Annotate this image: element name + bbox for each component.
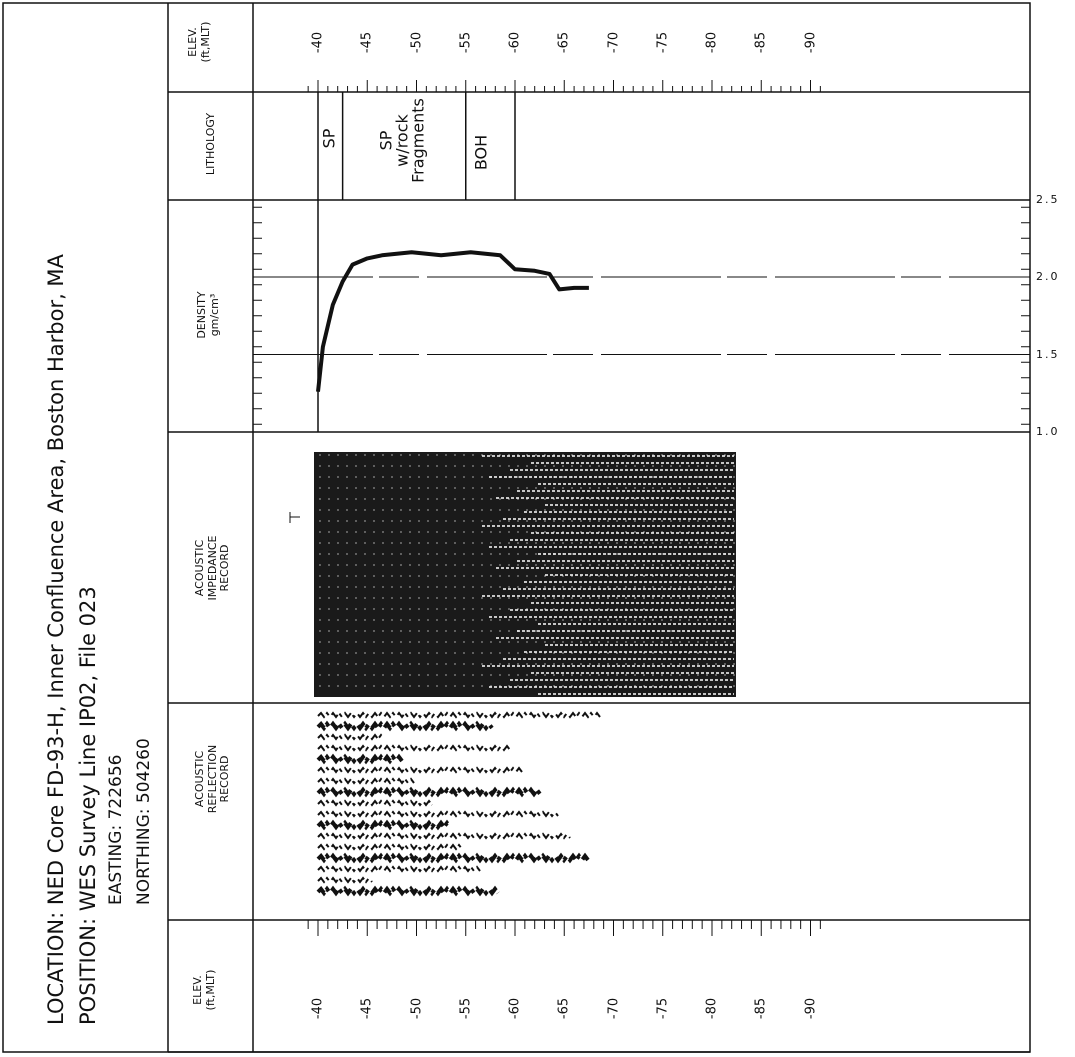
elev-tick-label-top: -75 — [655, 31, 671, 54]
elev-tick-label-top: -85 — [753, 31, 769, 54]
reflection-trace — [317, 876, 373, 884]
elev-tick-label-top: -80 — [704, 31, 720, 54]
density-curve — [316, 250, 589, 392]
elev-tick-label-top: -45 — [359, 31, 375, 54]
elev-tick-label-top: -40 — [310, 31, 326, 54]
density-scale-label: 1.0 — [1036, 425, 1060, 438]
density-header: DENSITY gm/cm³ — [195, 291, 221, 339]
elev-tick-label-bottom: -50 — [409, 997, 424, 1020]
density-scale-label: 2.5 — [1036, 192, 1060, 206]
reflection-trace — [317, 711, 601, 719]
elev-tick-label-bottom: -85 — [753, 997, 769, 1020]
elev-tick-label-top: -60 — [507, 31, 523, 54]
reflection-trace — [316, 720, 494, 732]
elev-tick-label-top: -50 — [409, 31, 424, 54]
reflection-trace — [317, 810, 559, 818]
elev-tick-label-bottom: -80 — [704, 997, 720, 1020]
reflection-trace — [317, 799, 433, 807]
lithology-label: BOH — [471, 134, 491, 170]
elev-tick-label-bottom: -90 — [803, 997, 818, 1020]
elev-tick-label-top: -70 — [606, 31, 621, 54]
reflection-header: ACOUSTIC REFLECTION RECORD — [193, 744, 232, 814]
reflection-trace — [316, 786, 542, 798]
reflection-trace — [317, 832, 571, 840]
density-scale-label: 1.5 — [1036, 347, 1060, 361]
elev-left-header: ELEV. (ft,MLT) — [191, 969, 217, 1011]
reflection-trace — [317, 843, 463, 851]
density-scale-label: 2.0 — [1036, 270, 1060, 283]
elev-tick-label-bottom: -40 — [310, 997, 326, 1020]
reflection-trace — [316, 852, 590, 864]
reflection-trace — [317, 744, 511, 752]
reflection-trace — [316, 819, 452, 831]
lithology-label: SP — [319, 128, 339, 148]
elev-right-header: ELEV. (ft,MLT) — [186, 21, 212, 63]
elev-tick-label-top: -65 — [556, 31, 572, 54]
elev-tick-label-top: -55 — [458, 31, 474, 54]
position-text: POSITION: WES Survey Line IP02, File 023 — [76, 586, 100, 1025]
elev-tick-label-bottom: -75 — [655, 997, 671, 1020]
reflection-trace — [316, 753, 404, 765]
location-text: LOCATION: NED Core FD-93-H, Inner Conflu… — [44, 254, 68, 1025]
lithology-header: LITHOLOGY — [204, 112, 217, 176]
elev-tick-label-bottom: -70 — [606, 997, 621, 1020]
elev-tick-label-bottom: -45 — [359, 997, 375, 1020]
reflection-trace — [317, 777, 415, 785]
elev-tick-label-bottom: -55 — [458, 997, 474, 1020]
reflection-trace — [317, 865, 481, 873]
northing-text: NORTHING: 504260 — [134, 738, 154, 905]
elev-tick-label-bottom: -65 — [556, 997, 572, 1020]
easting-text: EASTING: 722656 — [106, 754, 126, 905]
lithology-label: SP w/rock Fragments — [376, 97, 428, 183]
reflection-trace — [317, 766, 523, 774]
elev-tick-label-top: -90 — [803, 31, 818, 54]
reflection-trace — [316, 885, 500, 897]
elev-tick-label-bottom: -60 — [507, 997, 523, 1020]
impedance-header: ACOUSTIC IMPEDANCE RECORD — [193, 535, 232, 601]
reflection-trace — [317, 733, 385, 741]
